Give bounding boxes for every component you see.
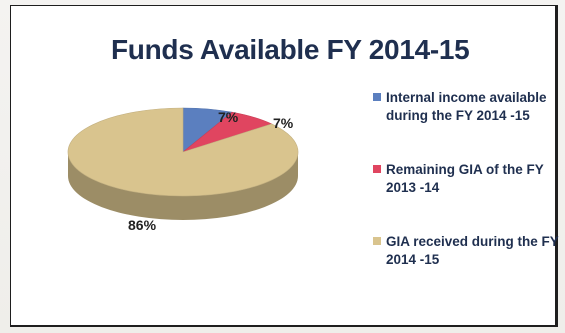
legend-label-gia-received: GIA received during the FY 2014 -15 [386,234,559,267]
pie-side-gia-received [68,152,298,220]
chart-frame: Funds Available FY 2014-15 7% 7% 86% Inter… [10,5,559,327]
pie-slice-gia-received [67,107,299,197]
legend-swatch-remaining-gia [373,165,381,173]
data-label-remaining-gia: 7% [273,115,294,131]
legend-swatch-internal-income [373,93,381,101]
data-label-internal-income: 7% [218,109,239,125]
legend-label-remaining-gia: Remaining GIA of the FY 2013 -14 [386,162,544,195]
legend-swatch-gia-received [373,237,381,245]
data-label-gia-received: 86% [128,217,157,233]
pie-chart: 7% 7% 86% [67,107,299,233]
legend-label-internal-income: Internal income available during the FY … [386,90,547,123]
chart-title: Funds Available FY 2014-15 [111,34,470,65]
